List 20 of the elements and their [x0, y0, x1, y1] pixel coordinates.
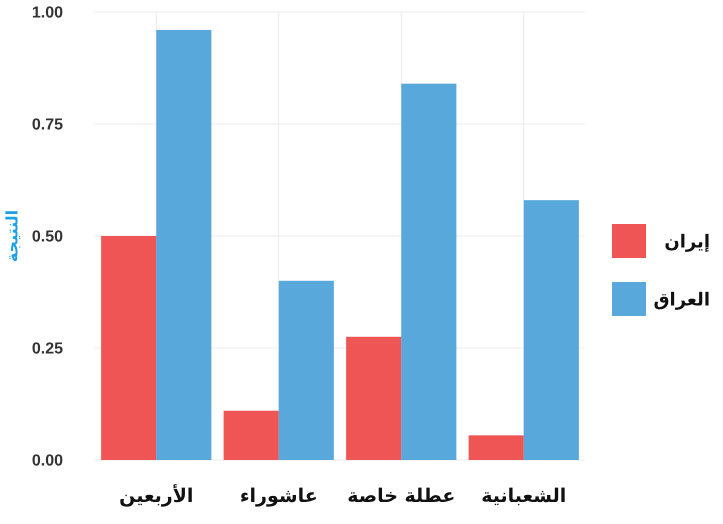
- x-tick-label: عطلة خاصة: [347, 485, 456, 507]
- legend-label: العراق: [653, 289, 710, 310]
- y-tick-label: 0.75: [32, 116, 64, 134]
- x-tick-label: الأربعين: [119, 484, 194, 507]
- y-tick-label: 0.00: [32, 452, 64, 470]
- y-axis-title: النتيجة: [2, 210, 22, 262]
- bar: [224, 410, 279, 460]
- bar: [278, 280, 334, 460]
- y-tick-label: 0.50: [32, 228, 64, 246]
- x-tick-label: عاشوراء: [240, 485, 318, 507]
- legend-label: إيران: [664, 231, 710, 252]
- bar: [101, 236, 156, 460]
- bar: [346, 336, 402, 460]
- x-tick-label: الشعبانية: [481, 485, 566, 507]
- bar: [468, 435, 524, 460]
- bar: [156, 30, 212, 460]
- bar: [524, 200, 579, 460]
- bar: [401, 84, 456, 460]
- y-tick-label: 0.25: [32, 340, 64, 358]
- y-tick-label: 1.00: [32, 4, 64, 22]
